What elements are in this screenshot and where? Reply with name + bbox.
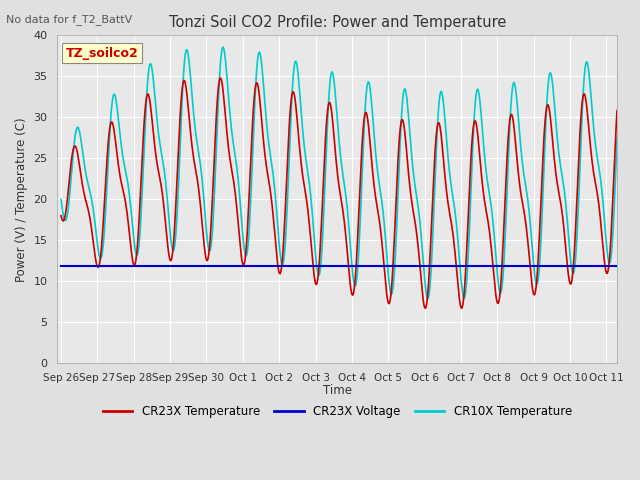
X-axis label: Time: Time bbox=[323, 384, 352, 397]
Text: TZ_soilco2: TZ_soilco2 bbox=[66, 47, 138, 60]
Y-axis label: Power (V) / Temperature (C): Power (V) / Temperature (C) bbox=[15, 117, 28, 282]
Legend: CR23X Temperature, CR23X Voltage, CR10X Temperature: CR23X Temperature, CR23X Voltage, CR10X … bbox=[98, 401, 577, 423]
Text: No data for f_T2_BattV: No data for f_T2_BattV bbox=[6, 14, 132, 25]
Title: Tonzi Soil CO2 Profile: Power and Temperature: Tonzi Soil CO2 Profile: Power and Temper… bbox=[169, 15, 506, 30]
